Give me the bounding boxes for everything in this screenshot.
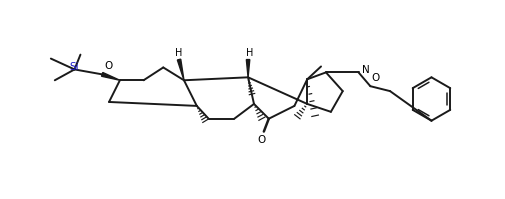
Polygon shape [246,60,249,77]
Text: O: O [104,61,112,71]
Text: O: O [371,73,379,83]
Polygon shape [102,72,120,80]
Polygon shape [177,59,184,80]
Text: Si: Si [70,62,79,72]
Text: H: H [246,48,253,58]
Text: O: O [257,136,266,145]
Text: H: H [175,48,182,58]
Text: N: N [362,65,370,75]
